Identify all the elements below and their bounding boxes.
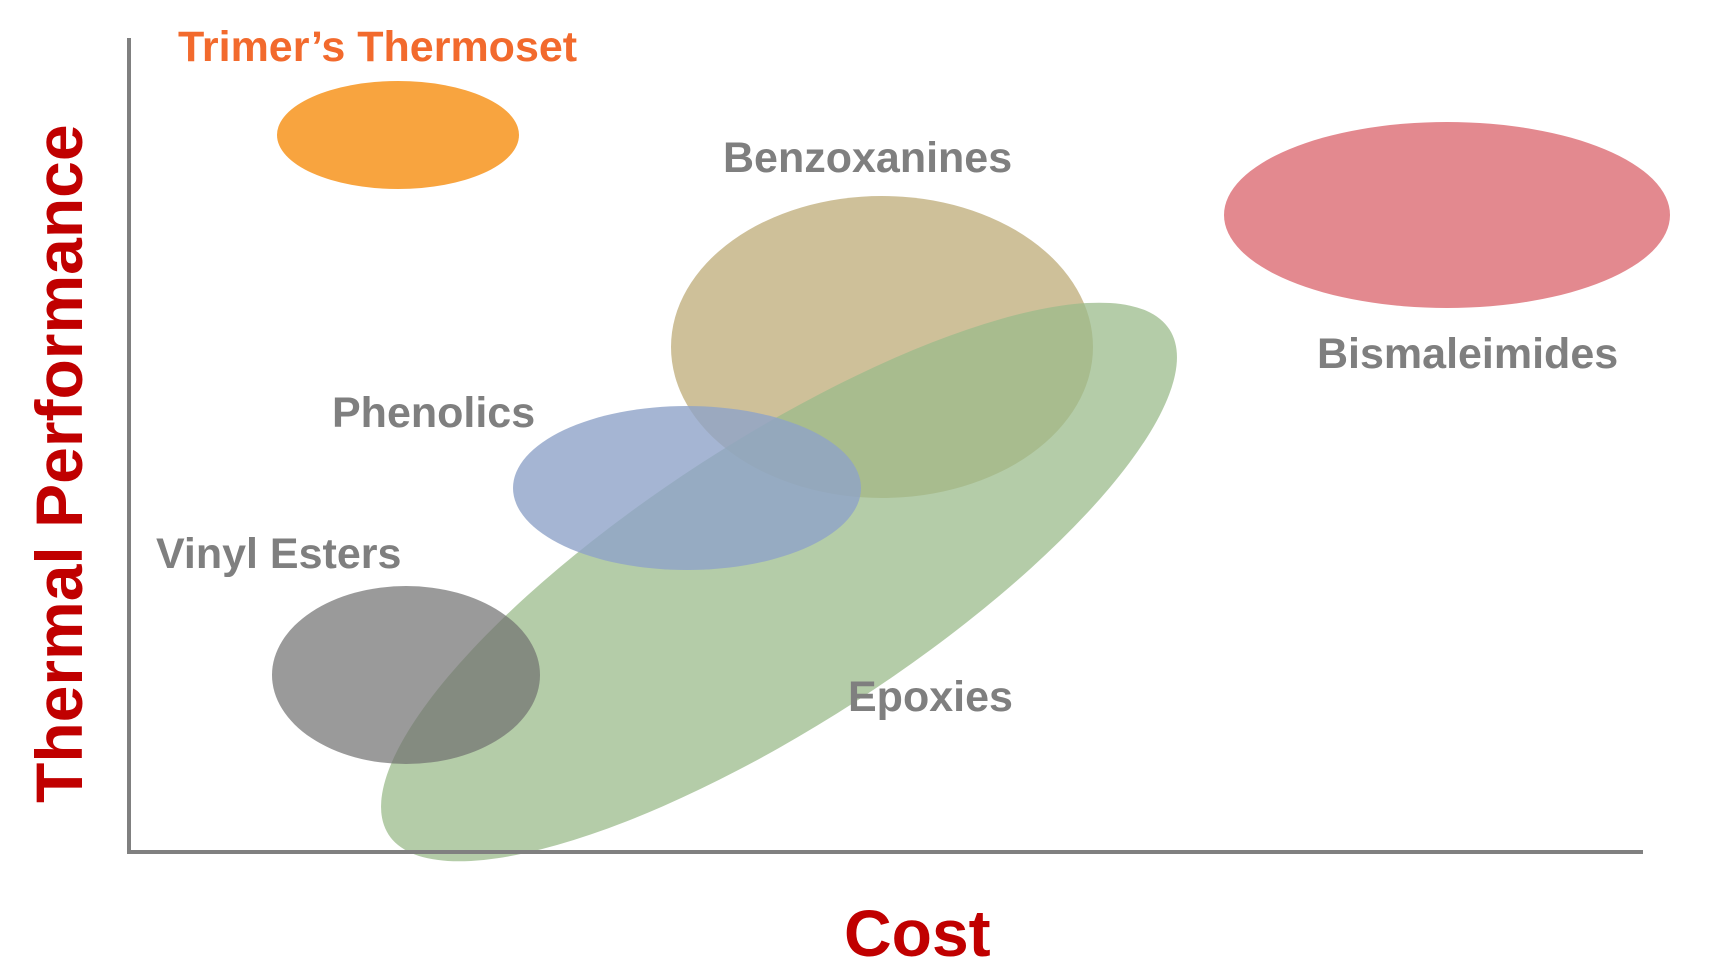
label-epoxies: Epoxies: [848, 673, 1013, 721]
region-epoxies: [381, 302, 1177, 862]
y-axis-title: Thermal Performance: [22, 124, 96, 803]
region-trimers-thermoset: [277, 81, 519, 189]
region-bismaleimides: [1224, 122, 1670, 308]
label-vinyl-esters: Vinyl Esters: [156, 530, 402, 578]
x-axis-title: Cost: [844, 896, 991, 970]
label-phenolics: Phenolics: [332, 389, 536, 437]
region-phenolics: [513, 406, 861, 570]
label-bismaleimides: Bismaleimides: [1317, 330, 1619, 378]
regions-layer: [272, 81, 1670, 862]
label-trimers-thermoset: Trimer’s Thermoset: [178, 23, 578, 71]
label-benzoxanines: Benzoxanines: [723, 134, 1013, 182]
region-vinyl-esters: [272, 586, 540, 764]
